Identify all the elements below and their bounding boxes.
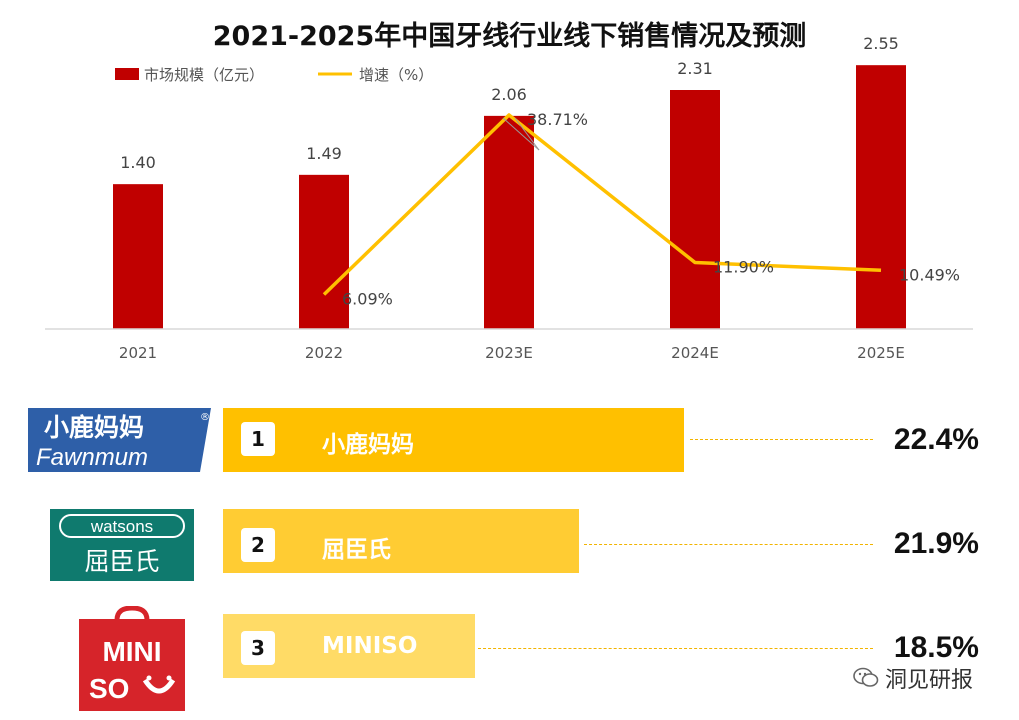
fawnmum-logo-cn: 小鹿妈妈	[44, 413, 144, 442]
bar-2021	[113, 184, 163, 329]
leader-line-3	[478, 648, 873, 649]
miniso-logo-line2: SO	[89, 673, 129, 704]
share-bar-2	[223, 509, 579, 573]
watsons-logo-en: watsons	[90, 517, 153, 536]
fawnmum-logo: 小鹿妈妈 Fawnmum ®	[28, 408, 211, 472]
growth-label-2025E: 10.49%	[899, 265, 960, 284]
growth-label-2022: 6.09%	[342, 289, 393, 308]
brand-name-1: 小鹿妈妈	[322, 432, 414, 458]
watsons-logo-cn: 屈臣氏	[84, 547, 159, 576]
legend: 市场规模（亿元） 增速（%）	[115, 66, 433, 84]
legend-swatch-market-size	[115, 68, 139, 80]
watermark: 洞见研报	[853, 662, 973, 694]
share-bar-1	[223, 408, 684, 472]
rank-badge-2: 2	[241, 528, 275, 562]
wechat-icon	[853, 667, 879, 687]
x-tick-2023E: 2023E	[485, 344, 533, 362]
miniso-logo: MINI SO	[79, 606, 185, 711]
bar-label-2022: 1.49	[306, 144, 342, 163]
brand-name-3: MINISO	[322, 633, 418, 659]
x-tick-2024E: 2024E	[671, 344, 719, 362]
x-tick-2025E: 2025E	[857, 344, 905, 362]
bar-label-2025E: 2.55	[863, 34, 899, 53]
x-tick-labels: 2021 2022 2023E 2024E 2025E	[119, 344, 905, 362]
leader-line-2	[584, 544, 873, 545]
brand-name-2: 屈臣氏	[322, 537, 391, 563]
watermark-text: 洞见研报	[885, 668, 974, 693]
fawnmum-logo-en: Fawnmum	[36, 444, 148, 471]
bar-series	[113, 65, 906, 329]
registered-mark: ®	[200, 412, 210, 423]
bar-label-2023E: 2.06	[491, 85, 527, 104]
x-tick-2022: 2022	[305, 344, 343, 362]
rank-badge-3: 3	[241, 631, 275, 665]
rank-row-1: 小鹿妈妈 Fawnmum ® 1 小鹿妈妈 22.4%	[0, 408, 1019, 488]
growth-line-series	[322, 113, 882, 296]
miniso-logo-line1: MINI	[102, 636, 161, 667]
chart-title: 2021-2025年中国牙线行业线下销售情况及预测	[212, 21, 807, 52]
growth-value-labels: 6.09% 38.71% 11.90% 10.49%	[342, 110, 960, 308]
bar-2023E	[484, 115, 534, 329]
legend-label-market-size: 市场规模（亿元）	[144, 66, 264, 84]
peak-label-leader-2	[514, 117, 540, 151]
share-value-2: 21.9%	[893, 527, 979, 560]
legend-label-growth: 增速（%）	[359, 66, 433, 84]
x-tick-2021: 2021	[119, 344, 157, 362]
growth-label-2023E: 38.71%	[527, 110, 588, 129]
growth-line	[322, 113, 882, 296]
bar-label-2021: 1.40	[120, 153, 156, 172]
share-value-1: 22.4%	[893, 423, 979, 456]
rank-row-2: watsons 屈臣氏 2 屈臣氏 21.9%	[0, 509, 1019, 589]
growth-label-2024E: 11.90%	[713, 258, 774, 277]
watsons-logo: watsons 屈臣氏	[50, 509, 194, 581]
rank-row-3: MINI SO 3 MINISO 18.5%	[0, 606, 1019, 711]
share-value-3: 18.5%	[893, 631, 979, 664]
bar-2024E	[670, 90, 720, 329]
bar-2025E	[856, 65, 906, 329]
peak-label-leader-1	[502, 117, 540, 151]
bar-2022	[299, 174, 349, 329]
leader-line-1	[690, 439, 873, 440]
rank-badge-1: 1	[241, 422, 275, 456]
bar-label-2024E: 2.31	[677, 59, 713, 78]
bar-value-labels: 1.40 1.49 2.06 2.31 2.55	[120, 34, 899, 172]
chart-area: 市场规模（亿元） 增速（%） 1.40 1.492.062.312.55 2021 2…	[45, 34, 973, 362]
